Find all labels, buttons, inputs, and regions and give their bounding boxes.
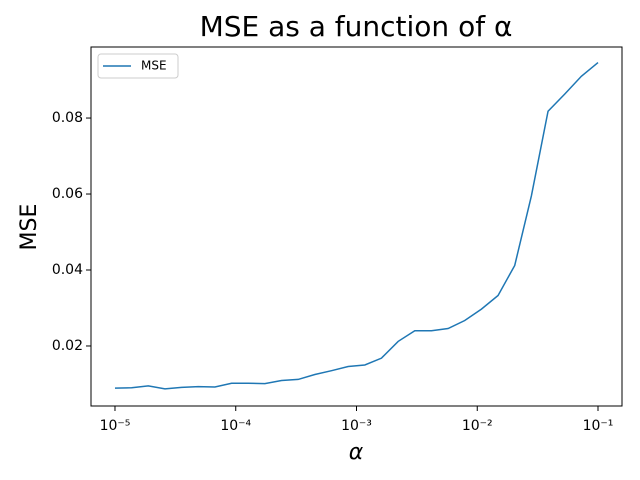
y-tick-label: 0.06 <box>52 186 83 202</box>
x-tick-label: 10⁻² <box>462 418 493 434</box>
legend-label: MSE <box>141 59 167 73</box>
x-tick-label: 10⁻¹ <box>583 418 614 434</box>
legend-box <box>97 53 179 79</box>
chart-title: MSE as a function of α <box>200 10 513 43</box>
y-tick-label: 0.04 <box>52 262 83 278</box>
x-tick-label: 10⁻³ <box>341 418 372 434</box>
x-tick-label: 10⁻⁵ <box>100 418 131 434</box>
x-axis-label: α <box>349 440 364 465</box>
y-axis-label: MSE <box>17 204 42 251</box>
y-tick-label: 0.02 <box>52 338 83 354</box>
line <box>114 61 599 390</box>
y-tick-label: 0.08 <box>52 110 83 126</box>
x-tick-label: 10⁻⁴ <box>220 418 251 434</box>
axes-frame <box>90 46 623 407</box>
